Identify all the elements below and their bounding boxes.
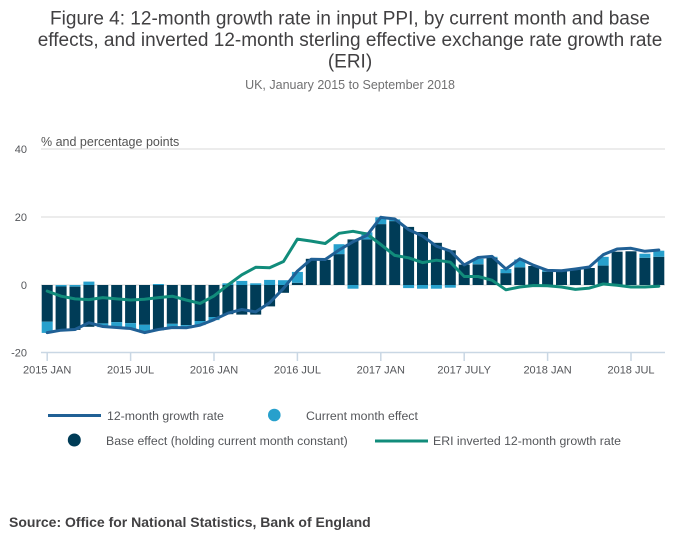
svg-text:12-month growth rate: 12-month growth rate (107, 409, 224, 423)
svg-text:-20: -20 (11, 348, 27, 360)
svg-text:2015 JUL: 2015 JUL (107, 365, 154, 377)
svg-text:2018 JAN: 2018 JAN (523, 365, 571, 377)
svg-text:2015 JAN: 2015 JAN (23, 365, 71, 377)
svg-text:2017 JULY: 2017 JULY (437, 365, 491, 377)
svg-text:UK, January 2015 to September: UK, January 2015 to September 2018 (245, 78, 455, 92)
svg-text:effects, and inverted 12-month: effects, and inverted 12-month sterling … (38, 30, 663, 51)
svg-text:40: 40 (15, 144, 27, 156)
svg-text:2016 JAN: 2016 JAN (190, 365, 238, 377)
svg-text:Figure 4: 12-month growth rate: Figure 4: 12-month growth rate in input … (50, 9, 650, 30)
svg-text:Source: Office for National St: Source: Office for National Statistics, … (9, 514, 371, 530)
svg-text:Base effect (holding current m: Base effect (holding current month const… (106, 434, 348, 448)
svg-text:20: 20 (15, 212, 27, 224)
svg-text:% and percentage points: % and percentage points (41, 135, 179, 149)
svg-text:2016 JUL: 2016 JUL (274, 365, 321, 377)
svg-text:Current month effect: Current month effect (306, 409, 418, 423)
svg-text:2018 JUL: 2018 JUL (607, 365, 654, 377)
svg-text:2017 JAN: 2017 JAN (357, 365, 405, 377)
svg-text:(ERI): (ERI) (328, 52, 372, 73)
svg-text:ERI inverted 12-month growth r: ERI inverted 12-month growth rate (433, 434, 621, 448)
svg-text:0: 0 (21, 280, 27, 292)
